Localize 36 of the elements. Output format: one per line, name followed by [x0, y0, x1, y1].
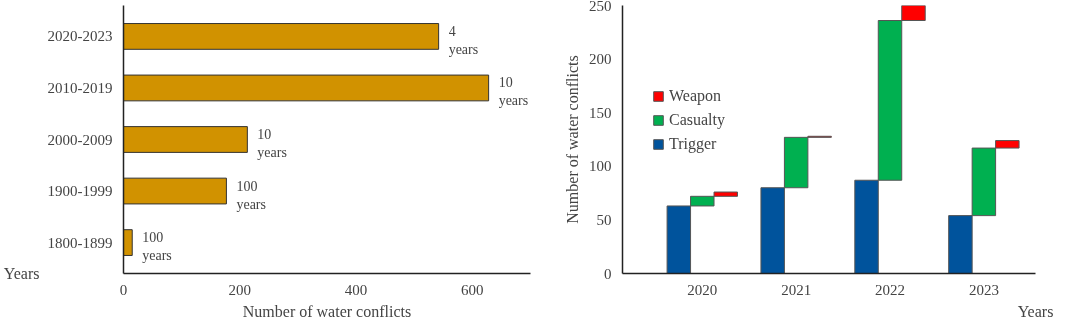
y-tick-label: 2020-2023 [47, 28, 113, 45]
x-tick-label: 0 [119, 281, 128, 298]
y-tick-label: 250 [589, 0, 612, 14]
y-tick-label: 1900-1999 [47, 183, 113, 200]
annotation: 10 years [498, 75, 529, 109]
y-tick-label: 2010-2019 [47, 79, 113, 96]
x-tick-label: 2020 [687, 281, 718, 298]
x-axis-title: Number of water conflicts [242, 302, 412, 320]
bar [123, 126, 248, 153]
x-tick-label: 600 [461, 281, 484, 298]
annotation: 10 years [257, 127, 287, 160]
bar [123, 23, 440, 50]
y-tick-label: 200 [589, 51, 612, 68]
annotation: 4 years [448, 23, 479, 57]
y-tick-label: 100 [589, 158, 612, 175]
y-tick-label: 0 [604, 265, 612, 282]
legend-label: Weapon [669, 87, 722, 105]
x-tick-label: 2021 [781, 281, 812, 298]
x-tick-label: 400 [344, 281, 368, 298]
y-axis-title: Years [3, 265, 40, 282]
legend-label: Casualty [669, 111, 725, 129]
x-tick-label: 200 [228, 281, 252, 298]
x-tick-label: 2022 [875, 281, 906, 298]
y-tick-label: 2000-2009 [47, 131, 113, 148]
x-tick-label: 2023 [968, 281, 999, 298]
x-axis-title: Years [1017, 302, 1054, 320]
bar [123, 177, 227, 205]
bar [123, 74, 490, 102]
y-axis-title: Number of water conflicts [564, 55, 581, 224]
annotation: 100 years [236, 178, 266, 212]
legend-label: Trigger [669, 135, 717, 153]
y-tick-label: 1800-1899 [47, 234, 113, 251]
annotation: 100 years [142, 230, 172, 264]
y-tick-label: 50 [596, 211, 612, 228]
bar [123, 229, 133, 256]
y-tick-label: 150 [589, 104, 612, 121]
